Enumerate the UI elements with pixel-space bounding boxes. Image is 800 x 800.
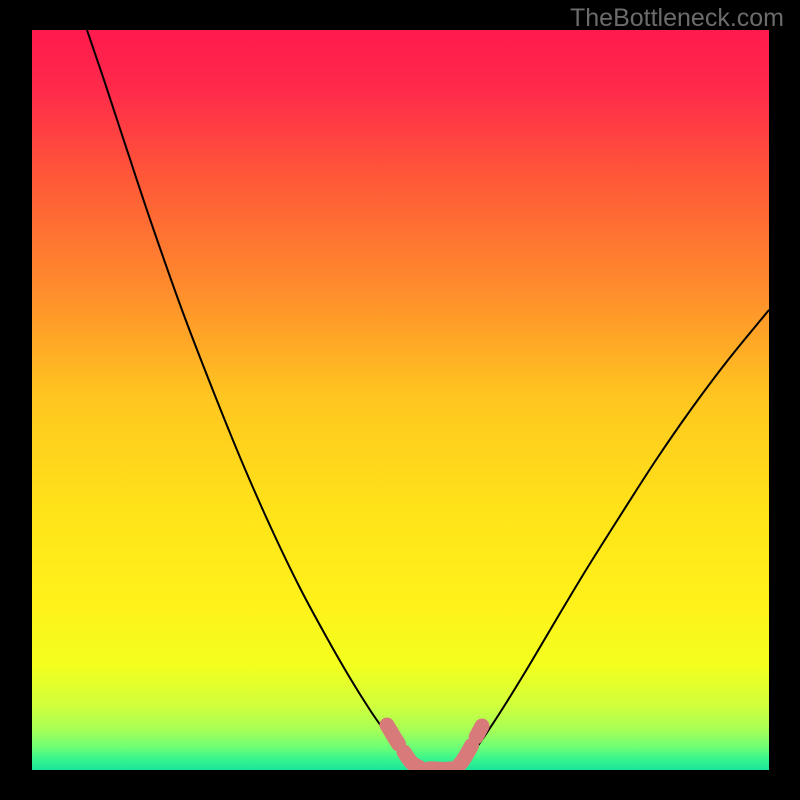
curve-overlay: [32, 30, 769, 770]
chart-stage: TheBottleneck.com: [0, 0, 800, 800]
plot-area: [32, 30, 769, 770]
bottleneck-curve: [87, 30, 769, 769]
watermark-text: TheBottleneck.com: [570, 4, 784, 33]
valley-marker: [387, 725, 482, 769]
